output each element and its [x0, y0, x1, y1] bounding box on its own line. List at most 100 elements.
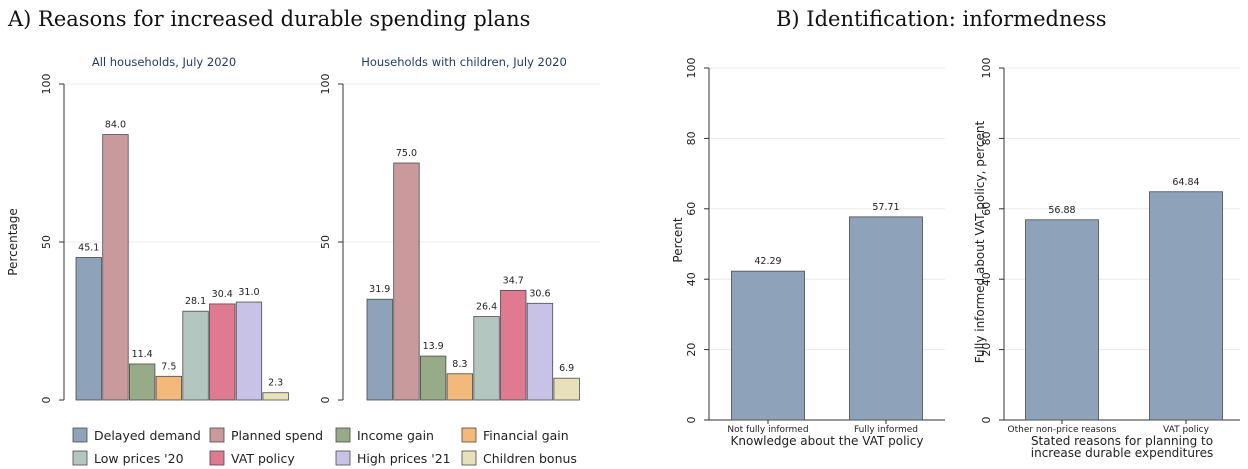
bar: [419, 355, 447, 401]
x-tick-label: Fully informed: [854, 425, 918, 435]
plots-group: 0 50 100 All households, July 2020 Percentag…: [6, 55, 1240, 460]
bar-value-label: 30.4: [212, 289, 233, 300]
legend-item: Children bonus: [461, 450, 577, 466]
legend-item: Low prices '20: [72, 450, 184, 466]
y-tick-label: 100: [40, 74, 53, 95]
legend-label: Income gain: [357, 428, 434, 443]
legend-swatch: [72, 427, 88, 443]
x-axis-label: Knowledge about the VAT policy: [731, 434, 924, 448]
legend-label: Planned spend: [231, 428, 323, 443]
x-tick-label: Other non-price reasons: [1008, 425, 1117, 435]
legend-label: Financial gain: [483, 428, 569, 443]
bar: [500, 289, 527, 401]
y-tick-label: 20: [980, 343, 993, 357]
y-tick-label: 40: [980, 272, 993, 286]
bar: [262, 392, 289, 401]
y-tick-label: 80: [685, 131, 698, 145]
subplot-title: Households with children, July 2020: [361, 55, 567, 69]
bar-value-label: 30.6: [529, 288, 550, 299]
bar: [182, 310, 209, 401]
bar: [366, 298, 393, 401]
legend-swatch: [461, 450, 477, 466]
legend-item: Planned spend: [209, 427, 323, 443]
legend-label: Children bonus: [483, 451, 577, 466]
bar-value-label: 31.9: [369, 284, 390, 295]
bar-value-label: 64.84: [1172, 177, 1199, 188]
y-tick-label: 100: [685, 58, 698, 79]
y-tick-label: 60: [685, 202, 698, 216]
bar: [1025, 219, 1099, 421]
legend-item: High prices '21: [335, 450, 451, 466]
bar-value-label: 6.9: [559, 363, 574, 374]
bar: [553, 377, 580, 401]
bar: [128, 363, 156, 401]
bar: [155, 375, 183, 401]
bar-value-label: 84.0: [105, 120, 126, 131]
y-axis-label: Percent: [671, 217, 685, 262]
legend-label: VAT policy: [231, 451, 295, 466]
y-tick-label: 0: [319, 397, 332, 404]
y-tick-label: 40: [685, 272, 698, 286]
y-tick-label: 50: [319, 235, 332, 249]
x-tick-label: VAT policy: [1163, 425, 1210, 435]
x-axis-label: Stated reasons for planning to: [1031, 434, 1213, 448]
legend-item: Financial gain: [461, 427, 569, 443]
bar: [235, 301, 263, 401]
y-tick-label: 80: [980, 131, 993, 145]
legend-item: Income gain: [335, 427, 434, 443]
legend-swatch: [209, 427, 225, 443]
y-axis-label: Fully informed about VAT policy, percent: [973, 121, 987, 364]
chart-panel-1: 0 50 100 All households, July 2020 Percentag…: [6, 55, 325, 404]
legend-swatch: [335, 450, 351, 466]
y-tick-label: 100: [319, 74, 332, 95]
bar: [849, 216, 923, 421]
bar: [446, 373, 474, 401]
bar-value-label: 75.0: [396, 148, 417, 159]
bar: [393, 162, 420, 401]
legend-label: High prices '21: [357, 451, 451, 466]
legend-swatch: [335, 427, 351, 443]
bar-value-label: 7.5: [161, 361, 176, 372]
bar: [731, 270, 805, 421]
legend-label: Delayed demand: [94, 428, 201, 443]
y-tick-label: 100: [980, 58, 993, 79]
bar-value-label: 31.0: [238, 287, 259, 298]
bar-value-label: 11.4: [132, 349, 153, 360]
y-tick-label: 0: [980, 417, 993, 424]
panel-a-title: A) Reasons for increased durable spendin…: [7, 7, 530, 31]
panel-b-title: B) Identification: informedness: [776, 7, 1107, 31]
bar-value-label: 45.1: [78, 242, 99, 253]
bar-value-label: 57.71: [872, 202, 899, 213]
bar: [526, 302, 554, 401]
legend-swatch: [209, 450, 225, 466]
y-tick-label: 20: [685, 343, 698, 357]
bar-value-label: 34.7: [503, 275, 524, 286]
legend-item: Delayed demand: [72, 427, 201, 443]
bar: [209, 303, 236, 401]
bar-value-label: 26.4: [476, 302, 497, 313]
bar-value-label: 2.3: [268, 378, 283, 389]
chart-panel-3: 0 20 40 60 80 100 Percent 42.29 Not fully inform…: [671, 58, 945, 448]
bar-value-label: 28.1: [185, 296, 206, 307]
bar-value-label: 42.29: [754, 256, 781, 267]
legend-swatch: [72, 450, 88, 466]
y-tick-label: 0: [40, 397, 53, 404]
bar-value-label: 8.3: [452, 359, 467, 370]
legend-label: Low prices '20: [94, 451, 184, 466]
chart-panel-4: 0 20 40 60 80 100 Fully informed about VAT pol…: [973, 58, 1240, 460]
bar: [75, 257, 102, 401]
bar: [473, 316, 500, 401]
bar: [102, 134, 129, 401]
y-tick-label: 60: [980, 202, 993, 216]
bar: [1149, 191, 1223, 421]
y-tick-label: 0: [685, 417, 698, 424]
chart-panel-2: 0 50 100 Households with children, July 202…: [319, 55, 600, 404]
x-axis-label: increase durable expenditures: [1031, 446, 1214, 460]
legend: Delayed demand Planned spend Income gain Fi…: [72, 427, 577, 466]
legend-item: VAT policy: [209, 450, 295, 466]
bar-value-label: 13.9: [423, 341, 444, 352]
bar-value-label: 56.88: [1048, 205, 1075, 216]
x-tick-label: Not fully informed: [727, 425, 808, 435]
subplot-title: All households, July 2020: [92, 55, 236, 69]
